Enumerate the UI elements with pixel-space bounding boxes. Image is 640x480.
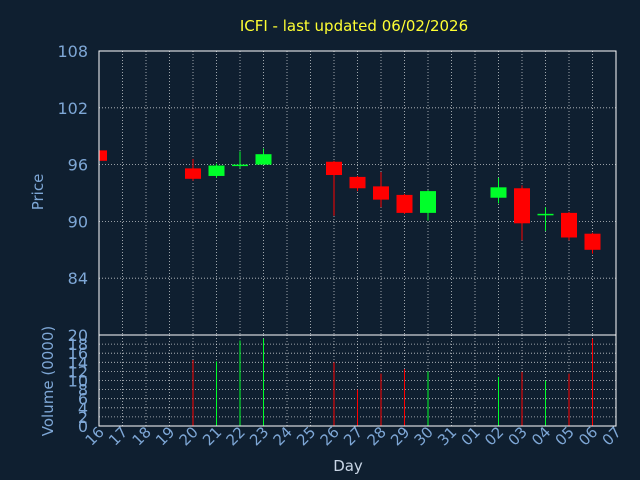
candle-body (584, 233, 601, 250)
candle-21 (208, 163, 225, 178)
volume-tick-label: 2 (78, 408, 88, 427)
day-tick-label: 02 (481, 423, 507, 449)
price-grid (98, 50, 617, 335)
candle-body (490, 187, 507, 198)
day-tick-label: 26 (317, 423, 343, 449)
candle-22 (232, 151, 248, 169)
candle-03 (514, 185, 530, 241)
volume-tick-label: 0 (78, 417, 88, 436)
candle-body (208, 165, 225, 176)
day-tick-label: 31 (434, 423, 460, 449)
day-tick-label: 29 (387, 423, 413, 449)
day-tick-label: 01 (458, 423, 484, 449)
volume-tick-label: 16 (68, 344, 88, 363)
day-axis-label: Day (333, 457, 363, 475)
candle-body (537, 213, 554, 216)
candle-26 (326, 160, 342, 216)
candle-body (561, 212, 577, 238)
day-tick-label: 20 (176, 423, 202, 449)
day-tick-label: 07 (599, 423, 625, 449)
candle-05 (561, 211, 577, 241)
day-tick-label: 27 (340, 423, 366, 449)
volume-tick-label: 4 (78, 399, 88, 418)
day-tick-label: 05 (552, 423, 578, 449)
candle-body (326, 161, 342, 176)
volume-tick-label: 10 (68, 372, 88, 391)
day-tick-label: 25 (293, 423, 319, 449)
volume-series (192, 338, 593, 426)
day-tick-label: 28 (364, 423, 390, 449)
day-tick-label: 24 (270, 423, 296, 449)
candle-06 (584, 232, 601, 254)
candle-02 (490, 177, 507, 204)
candle-body (349, 176, 366, 189)
price-tick-label: 96 (68, 156, 88, 175)
day-tick-label: 06 (575, 423, 601, 449)
candle-20 (185, 158, 201, 181)
candlestick-series (98, 148, 601, 254)
price-axis-ticks: 108 102 96 90 84 (57, 42, 88, 288)
price-tick-label: 90 (68, 212, 88, 231)
candle-16 (98, 150, 107, 163)
candle-body (514, 188, 530, 224)
volume-tick-label: 14 (68, 353, 88, 372)
candle-30 (420, 190, 436, 221)
candle-23 (255, 148, 272, 165)
chart-title: ICFI - last updated 06/02/2026 (240, 17, 468, 35)
day-tick-label: 22 (223, 423, 249, 449)
price-axis-label: Price (29, 174, 47, 211)
volume-tick-label: 8 (78, 381, 88, 400)
candle-04 (537, 207, 554, 231)
day-tick-label: 21 (199, 423, 225, 449)
candle-body (373, 186, 389, 200)
price-tick-label: 102 (57, 99, 88, 118)
candle-body (185, 168, 201, 179)
day-tick-label: 17 (105, 423, 131, 449)
volume-tick-label: 18 (68, 335, 88, 354)
day-tick-label: 04 (528, 423, 554, 449)
candle-body (232, 164, 248, 167)
day-tick-label: 03 (505, 423, 531, 449)
price-tick-label: 84 (68, 269, 88, 288)
candle-body (396, 194, 413, 213)
volume-tick-label: 6 (78, 390, 88, 409)
volume-panel-frame (98, 334, 617, 427)
volume-tick-label: 20 (68, 326, 88, 345)
candle-29 (396, 193, 413, 214)
day-tick-label: 18 (129, 423, 155, 449)
volume-tick-label: 12 (68, 362, 88, 381)
volume-axis-label: Volume (0000) (39, 326, 57, 436)
day-tick-label: 30 (411, 423, 437, 449)
candle-27 (349, 175, 366, 192)
day-tick-label: 23 (246, 423, 272, 449)
day-axis-ticks: 1617181920212223242526272829303101020304… (82, 423, 625, 449)
price-tick-label: 108 (57, 42, 88, 61)
candle-body (99, 150, 107, 161)
day-tick-label: 19 (152, 423, 178, 449)
candle-body (420, 191, 436, 213)
candle-28 (373, 172, 389, 208)
candle-body (255, 154, 272, 165)
